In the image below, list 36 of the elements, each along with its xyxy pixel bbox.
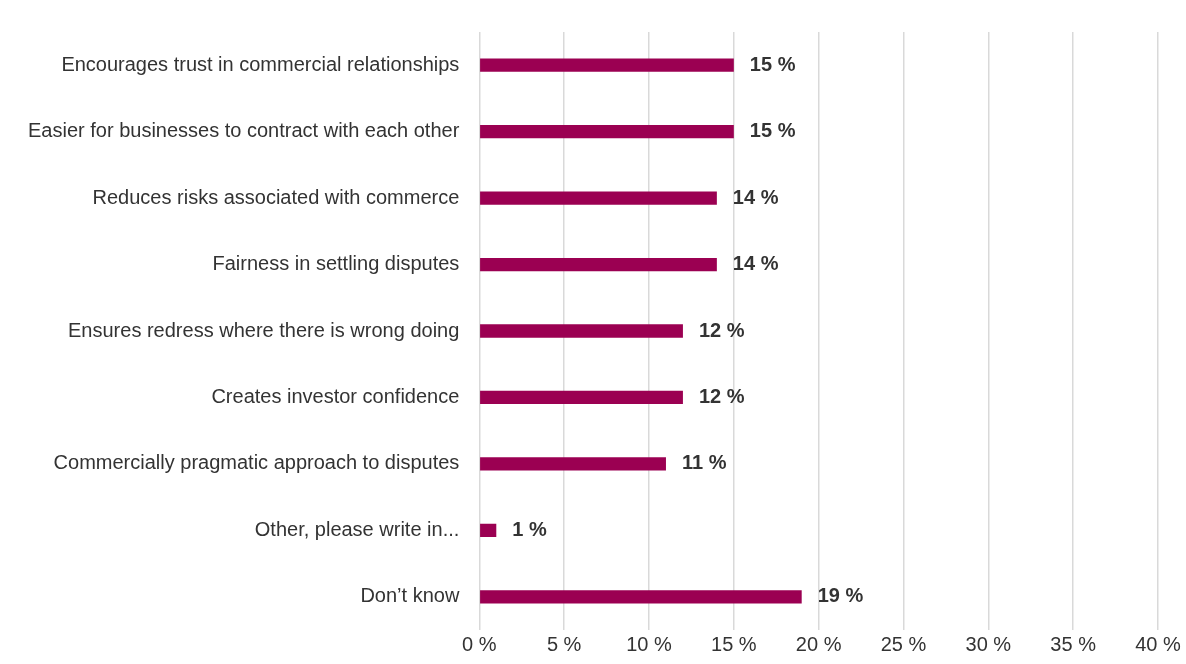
bar bbox=[480, 125, 734, 139]
bar bbox=[480, 457, 666, 471]
bar bbox=[480, 390, 683, 405]
y-tick-label: Other, please write in... bbox=[254, 517, 460, 540]
bar bbox=[480, 257, 717, 272]
x-tick-label: 15 % bbox=[711, 632, 757, 655]
data-label: 14 % bbox=[732, 252, 779, 275]
x-tick-label: 30 % bbox=[965, 632, 1012, 655]
y-tick-label: Commercially pragmatic approach to disputes bbox=[53, 451, 460, 474]
y-tick-label: Encourages trust in commercial relationships bbox=[61, 52, 460, 75]
x-tick-label: 40 % bbox=[1135, 632, 1182, 655]
data-label: 19 % bbox=[817, 584, 864, 607]
x-tick-label: 0 % bbox=[462, 632, 497, 655]
bar bbox=[480, 58, 734, 72]
y-tick-label: Easier for businesses to contract with each other bbox=[28, 119, 460, 142]
y-tick-label: Fairness in settling disputes bbox=[212, 252, 460, 275]
bar bbox=[480, 324, 683, 338]
data-label: 15 % bbox=[749, 52, 796, 75]
data-label: 1 % bbox=[512, 517, 547, 540]
data-label: 11 % bbox=[681, 451, 727, 474]
data-label: 14 % bbox=[732, 185, 779, 208]
x-tick-label: 25 % bbox=[880, 632, 927, 655]
y-tick-label: Creates investor confidence bbox=[211, 384, 460, 407]
y-tick-label: Reduces risks associated with commerce bbox=[92, 185, 460, 208]
bar bbox=[480, 191, 717, 205]
data-label: 12 % bbox=[698, 318, 745, 341]
data-label: 12 % bbox=[698, 384, 745, 407]
x-tick-label: 35 % bbox=[1050, 632, 1097, 655]
x-tick-label: 10 % bbox=[626, 632, 672, 655]
bar bbox=[480, 590, 802, 604]
data-label: 15 % bbox=[749, 119, 796, 142]
y-tick-label: Ensures redress where there is wrong doing bbox=[68, 318, 460, 341]
x-tick-label: 5 % bbox=[546, 632, 582, 655]
bar bbox=[480, 523, 497, 537]
x-tick-label: 20 % bbox=[795, 632, 842, 655]
y-tick-label: Don’t know bbox=[360, 584, 460, 607]
